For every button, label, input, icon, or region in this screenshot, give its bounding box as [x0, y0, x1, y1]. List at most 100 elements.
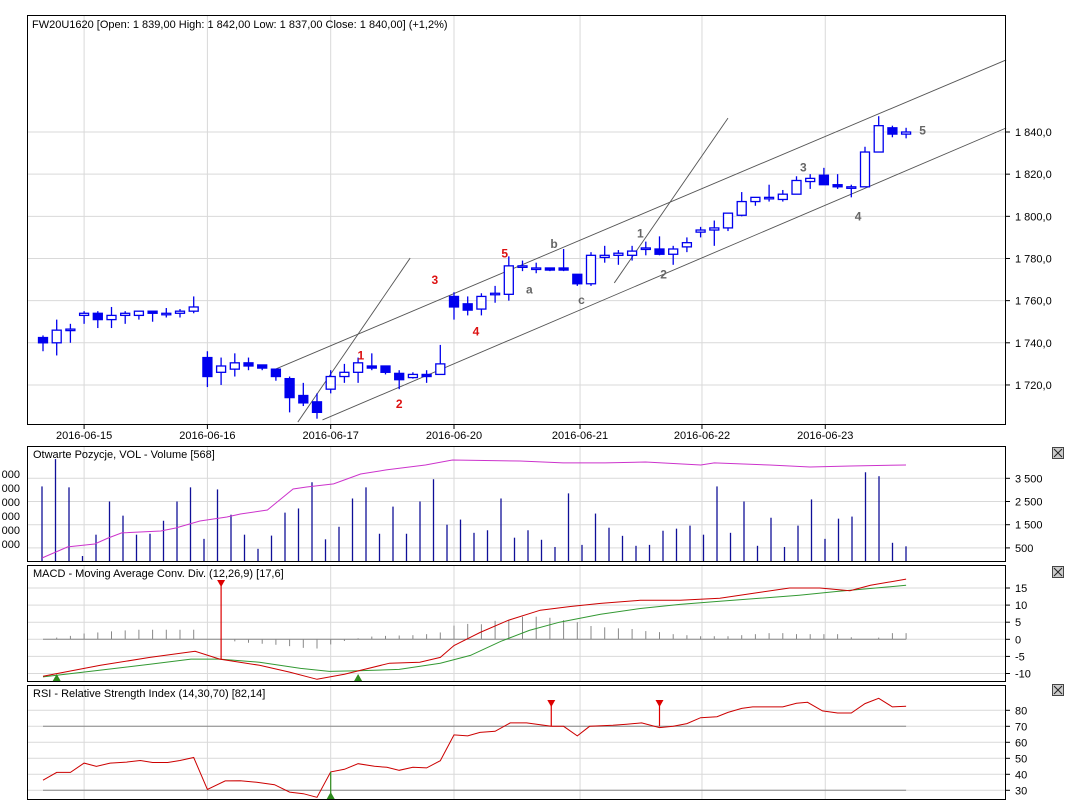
- candle-body-bearish: [311, 401, 323, 414]
- trend-line: [275, 59, 1007, 370]
- candle: [900, 127, 912, 139]
- candle: [750, 196, 761, 206]
- candle: [147, 310, 158, 322]
- candle-body-bearish: [462, 303, 473, 311]
- candle: [503, 256, 514, 301]
- wave-label: a: [526, 282, 533, 296]
- close-volume-panel-button[interactable]: [1052, 447, 1064, 459]
- candle-body-bearish: [257, 364, 268, 369]
- main-panel-background: [27, 15, 1006, 425]
- rsi-panel-title: RSI - Relative Strength Index (14,30,70)…: [33, 688, 265, 700]
- x-axis-date-label: 2016-06-17: [303, 430, 359, 442]
- main-panel-border: [27, 15, 1006, 425]
- candle: [805, 174, 816, 189]
- wave-label: 1: [357, 349, 364, 363]
- candle-body-bearish: [558, 267, 569, 271]
- candle-body-bullish: [859, 151, 871, 188]
- candle: [846, 184, 857, 198]
- candle-body-bullish: [161, 312, 172, 316]
- x-axis-date-label: 2016-06-16: [179, 430, 235, 442]
- y-axis-tick-label: 30: [1015, 785, 1027, 797]
- candle: [722, 212, 734, 232]
- candle: [311, 393, 323, 419]
- candle: [78, 311, 90, 324]
- y-axis-tick-label: 0: [1015, 634, 1021, 646]
- triangle-down-icon: [655, 700, 664, 707]
- x-axis-date-label: 2016-06-15: [56, 430, 112, 442]
- candle: [284, 376, 295, 413]
- candle: [394, 370, 405, 390]
- candle: [298, 382, 309, 407]
- candle: [51, 319, 62, 356]
- candle-body-bearish: [380, 365, 391, 373]
- candle-body-bullish: [585, 254, 597, 285]
- candle: [654, 236, 665, 256]
- wave-label: 1: [637, 226, 644, 240]
- candle: [887, 125, 898, 138]
- candle: [695, 226, 706, 238]
- y-axis-tick-label: 500: [1015, 543, 1033, 555]
- y-axis-tick-label: 5: [1015, 617, 1021, 629]
- candle-body-bullish: [640, 247, 651, 251]
- candle: [791, 176, 802, 195]
- candle-body-bearish: [147, 310, 158, 314]
- wave-label: 4: [855, 210, 862, 224]
- candle-body-bullish: [215, 365, 227, 373]
- candle: [599, 245, 610, 263]
- wave-label: 4: [473, 324, 480, 338]
- candle-body-bullish: [531, 267, 542, 271]
- candle-body-bearish: [887, 127, 898, 135]
- vol-panel-title: Otwarte Pozycje, VOL - Volume [568]: [33, 449, 215, 461]
- close-macd-panel-button[interactable]: [1052, 566, 1064, 578]
- candle: [777, 189, 788, 202]
- left-axis-tick-label: 1 000: [0, 539, 20, 551]
- candle: [325, 370, 336, 394]
- y-axis-tick-label: 50: [1015, 753, 1027, 765]
- candle: [517, 260, 528, 272]
- y-axis-tick-label: 2 500: [1015, 497, 1043, 509]
- candle-body-bullish: [873, 125, 884, 153]
- macd-panel-border: [27, 565, 1006, 682]
- candle-body-bullish: [476, 295, 487, 310]
- candle-body-bullish: [106, 314, 117, 321]
- y-axis-tick-label: 60: [1015, 737, 1027, 749]
- y-axis-tick-label: 3 500: [1015, 473, 1043, 485]
- close-x-icon: [1053, 685, 1063, 695]
- candle-body-bullish: [846, 186, 857, 189]
- candle-body-bullish: [489, 292, 501, 296]
- candle: [448, 292, 460, 320]
- candle-body-bullish: [51, 329, 62, 344]
- candle: [558, 248, 569, 272]
- candle-body-bullish: [613, 252, 624, 256]
- y-axis-tick-label: 1 740,0: [1015, 338, 1052, 350]
- y-axis-tick-label: 10: [1015, 600, 1027, 612]
- triangle-up-icon: [52, 674, 61, 681]
- candle: [873, 116, 884, 153]
- candle: [859, 146, 871, 188]
- candle-body-bullish: [517, 265, 528, 269]
- x-axis-date-label: 2016-06-23: [797, 430, 853, 442]
- candle-body-bullish: [900, 131, 912, 135]
- left-axis-tick-label: 5 000: [0, 483, 20, 495]
- vol-panel-border: [27, 446, 1006, 562]
- candle-body-bullish: [352, 362, 364, 373]
- wave-label: 3: [431, 273, 438, 287]
- wave-label: b: [550, 237, 557, 251]
- left-axis-tick-label: 6 000: [0, 469, 20, 481]
- candle-body-bearish: [421, 373, 432, 378]
- x-axis-date-label: 2016-06-21: [552, 430, 608, 442]
- candle: [366, 353, 377, 371]
- macd-panel-title: MACD - Moving Average Conv. Div. (12,26,…: [33, 568, 284, 580]
- candle-body-bullish: [805, 177, 816, 183]
- candle-body-bullish: [668, 248, 679, 255]
- y-axis-tick-label: 15: [1015, 583, 1027, 595]
- candle-body-bearish: [832, 184, 843, 188]
- candle: [736, 192, 747, 217]
- macd-line: [42, 578, 907, 680]
- y-axis-tick-label: -5: [1015, 651, 1025, 663]
- candle-body-bullish: [339, 371, 350, 378]
- close-rsi-panel-button[interactable]: [1052, 684, 1064, 696]
- candle: [133, 310, 145, 320]
- rsi-panel-border: [27, 685, 1006, 800]
- candle: [626, 245, 638, 261]
